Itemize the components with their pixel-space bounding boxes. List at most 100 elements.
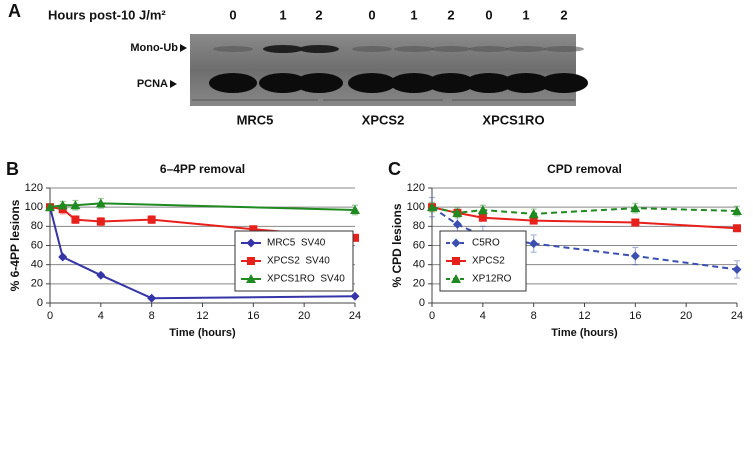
marker: [427, 202, 437, 212]
mono-ub-band: [469, 46, 509, 52]
pcna-band: [259, 73, 307, 93]
y-tick-label: 100: [25, 201, 43, 213]
x-tick-label: 8: [531, 310, 537, 322]
marker: [528, 208, 539, 218]
lane-label: 1: [279, 7, 286, 22]
pcna-band: [295, 73, 343, 93]
marker: [630, 251, 640, 261]
chart-title: CPD removal: [547, 162, 622, 176]
legend-label: XP12RO: [472, 274, 512, 285]
marker: [529, 216, 538, 225]
marker: [45, 202, 55, 212]
x-tick-label: 12: [578, 310, 590, 322]
cell-line-label: MRC5: [237, 112, 274, 127]
marker: [452, 257, 460, 265]
x-tick-label: 16: [629, 310, 641, 322]
mono-ub-band: [506, 46, 546, 52]
marker: [732, 264, 742, 274]
panel-label: A: [8, 1, 21, 21]
lane-label: 2: [560, 7, 567, 22]
mono-ub-band: [299, 45, 339, 53]
marker: [246, 238, 256, 248]
marker: [630, 203, 641, 213]
x-tick-label: 16: [247, 310, 259, 322]
blot: [209, 45, 588, 93]
y-tick-label: 0: [419, 297, 425, 309]
x-tick-label: 8: [149, 310, 155, 322]
mono-ub-band: [431, 46, 471, 52]
blot-image: [190, 34, 576, 106]
x-tick-label: 20: [298, 310, 310, 322]
mono-ub-band: [394, 46, 434, 52]
panel-label: C: [388, 159, 401, 179]
pcna-band: [348, 73, 396, 93]
x-tick-label: 4: [480, 310, 486, 322]
y-tick-label: 40: [413, 259, 425, 271]
pcna-band: [465, 73, 513, 93]
marker: [452, 207, 463, 217]
chart-title: 6–4PP removal: [160, 162, 245, 176]
lane-label: 0: [368, 7, 375, 22]
marker: [96, 270, 106, 280]
y-tick-label: 40: [31, 259, 43, 271]
y-tick-label: 120: [407, 182, 425, 194]
pcna-band: [390, 73, 438, 93]
y-tick-label: 80: [413, 220, 425, 232]
marker: [247, 257, 255, 265]
marker: [57, 200, 68, 210]
marker: [147, 293, 157, 303]
marker: [96, 217, 105, 226]
x-axis-label: Time (hours): [169, 327, 236, 339]
marker: [452, 219, 462, 229]
legend-label: MRC5 SV40: [267, 238, 326, 249]
marker: [147, 215, 156, 224]
y-axis-label: % CPD lesions: [390, 203, 404, 287]
marker: [58, 252, 68, 262]
pcna-band: [540, 73, 588, 93]
marker: [451, 238, 461, 248]
y-axis-label: % 6-4PP lesions: [8, 199, 22, 291]
y-tick-label: 20: [31, 278, 43, 290]
y-tick-label: 120: [25, 182, 43, 194]
mono-ub-band: [544, 46, 584, 52]
lane-label: 2: [315, 7, 322, 22]
x-axis-label: Time (hours): [551, 327, 618, 339]
lane-label: 1: [522, 7, 529, 22]
marker: [733, 224, 741, 233]
cell-line-label: XPCS2: [362, 112, 405, 127]
legend-label: XPCS1RO SV40: [267, 274, 345, 285]
x-tick-label: 24: [349, 310, 361, 322]
arrow: [180, 44, 187, 52]
marker: [95, 198, 106, 208]
legend-label: C5RO: [472, 238, 500, 249]
y-tick-label: 20: [413, 278, 425, 290]
pcna-band: [209, 73, 257, 93]
lane-label: 2: [447, 7, 454, 22]
marker: [71, 215, 80, 224]
marker: [350, 205, 360, 215]
marker: [70, 200, 81, 210]
pcna-band: [502, 73, 550, 93]
x-tick-label: 4: [98, 310, 104, 322]
y-tick-label: 60: [31, 239, 43, 251]
marker: [246, 274, 256, 283]
y-tick-label: 60: [413, 239, 425, 251]
legend-label: XPCS2 SV40: [267, 256, 330, 267]
x-tick-label: 0: [47, 310, 53, 322]
x-tick-label: 20: [680, 310, 692, 322]
marker: [350, 291, 360, 301]
marker: [477, 205, 488, 215]
x-tick-label: 24: [731, 310, 743, 322]
marker: [732, 206, 742, 215]
lane-label: 0: [229, 7, 236, 22]
lane-label: 0: [485, 7, 492, 22]
mono-ub-band: [352, 46, 392, 52]
marker: [529, 239, 539, 249]
mono-ub-band: [213, 46, 253, 52]
lane-label: 1: [410, 7, 417, 22]
pcna-band: [427, 73, 475, 93]
panel-label: B: [6, 159, 19, 179]
x-tick-label: 0: [429, 310, 435, 322]
hours-label: Hours post-10 J/m²: [48, 7, 166, 22]
